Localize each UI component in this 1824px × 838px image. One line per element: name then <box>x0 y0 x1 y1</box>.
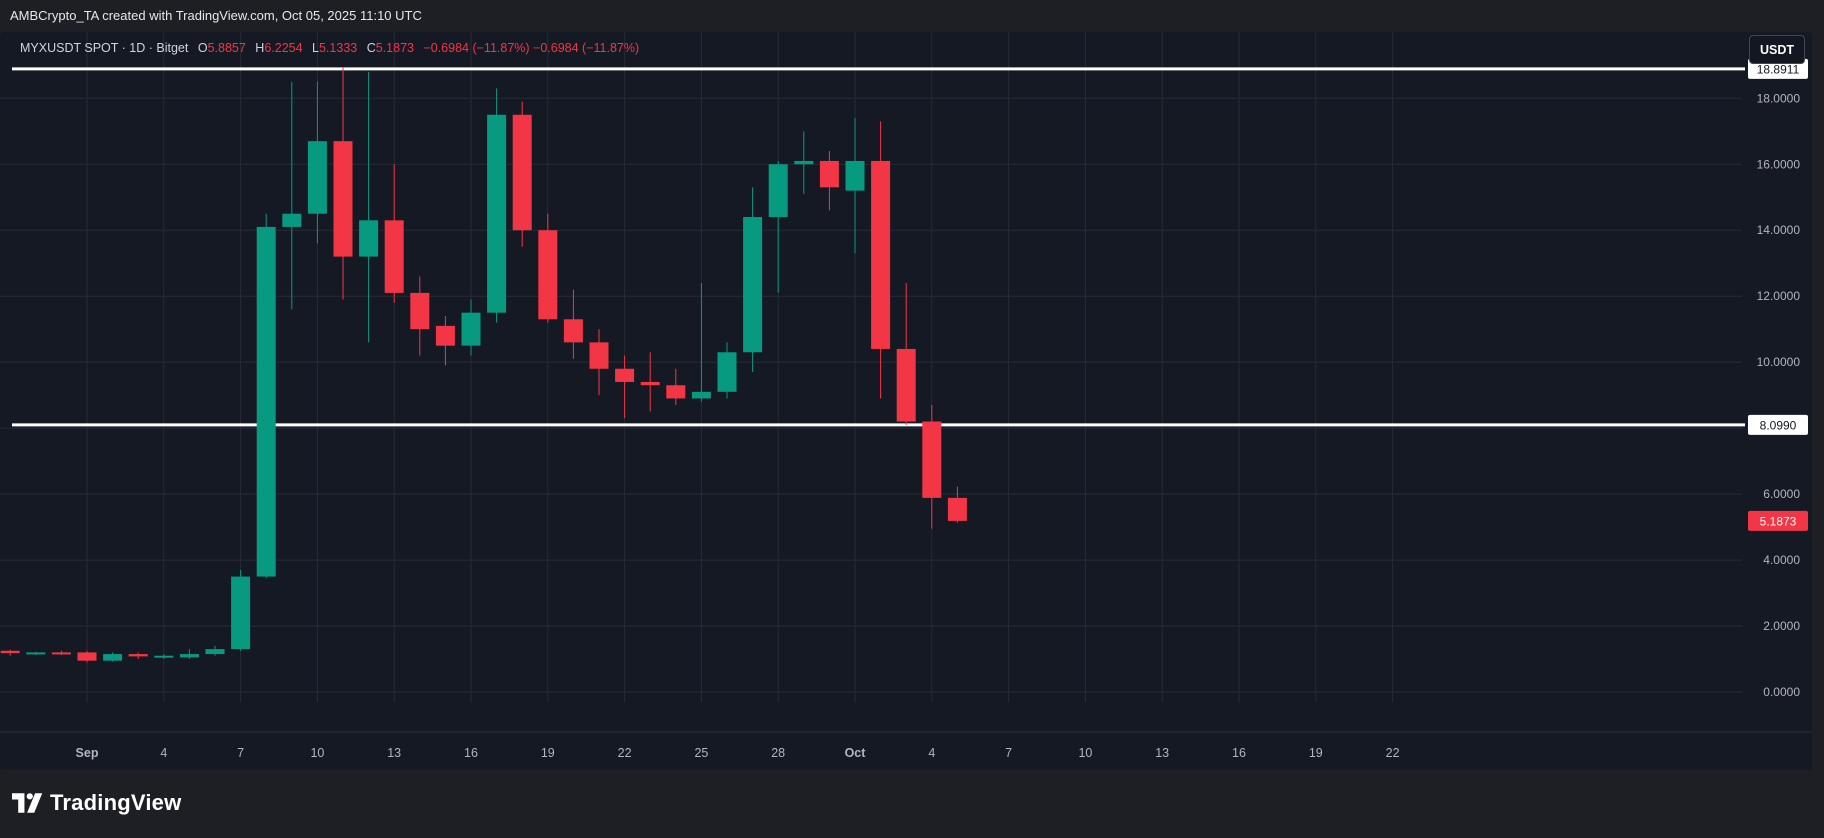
candle-body <box>743 217 763 353</box>
candle-body <box>77 652 97 661</box>
low-label: L <box>312 41 319 55</box>
candle-body <box>615 368 635 382</box>
candle-body <box>512 114 532 231</box>
candle-body <box>410 292 430 330</box>
candle-body <box>359 220 379 257</box>
x-tick-label: 13 <box>1155 746 1169 760</box>
x-tick-label: 22 <box>1386 746 1400 760</box>
candle-body <box>103 654 123 661</box>
x-tick-label: 19 <box>1309 746 1323 760</box>
candle-body <box>794 160 814 165</box>
candle-body <box>563 319 583 343</box>
y-tick-label: 0.0000 <box>1763 685 1800 699</box>
candle-body <box>819 160 839 188</box>
level-label: 8.0990 <box>1760 418 1797 432</box>
low-value: 5.1333 <box>318 41 358 55</box>
change-value: −0.6984 (−11.87%) −0.6984 (−11.87%) <box>423 41 640 55</box>
currency-button[interactable]: USDT <box>1749 35 1805 64</box>
x-tick-label: 4 <box>928 746 935 760</box>
candle-body <box>871 160 891 349</box>
x-tick-label: 28 <box>771 746 785 760</box>
candle-body <box>26 652 46 655</box>
candle-body <box>538 230 558 320</box>
candle-body <box>845 160 865 191</box>
x-tick-label: 16 <box>464 746 478 760</box>
last-price-label: 5.1873 <box>1760 514 1797 528</box>
y-tick-label: 14.0000 <box>1757 223 1801 237</box>
symbol-name: MYXUSDT SPOT · 1D · Bitget <box>20 41 189 55</box>
symbol-legend: MYXUSDT SPOT · 1D · Bitget O5.8857 H6.22… <box>20 41 639 55</box>
y-tick-label: 12.0000 <box>1757 289 1801 303</box>
open-value: 5.8857 <box>207 41 246 55</box>
level-label-box <box>1748 414 1808 435</box>
tradingview-logo-icon <box>12 793 43 813</box>
x-tick-label: 7 <box>1005 746 1012 760</box>
candle-body <box>435 325 455 346</box>
candle-body <box>487 114 507 313</box>
candle-body <box>589 342 609 369</box>
candle-body <box>282 213 302 227</box>
x-tick-label: 13 <box>387 746 401 760</box>
candle-body <box>51 652 71 655</box>
x-tick-label: 10 <box>310 746 324 760</box>
candle-body <box>128 654 148 657</box>
brand-name: TradingView <box>50 790 182 815</box>
y-tick-label: 10.0000 <box>1757 355 1801 369</box>
candle-body <box>768 164 788 218</box>
x-tick-label: Sep <box>76 746 99 760</box>
candle-body <box>691 391 711 399</box>
axes: 0.00002.00004.00006.00008.000010.000012.… <box>0 58 1812 760</box>
x-tick-label: 10 <box>1078 746 1092 760</box>
candle-body <box>384 220 404 293</box>
candle-body <box>896 348 916 422</box>
x-tick-label: 7 <box>237 746 244 760</box>
candle-body <box>666 385 686 399</box>
x-tick-label: 25 <box>694 746 708 760</box>
last-price-box <box>1748 510 1808 531</box>
y-tick-label: 2.0000 <box>1763 619 1800 633</box>
chart-frame[interactable]: 0.00002.00004.00006.00008.000010.000012.… <box>0 32 1812 770</box>
open-label: O <box>197 41 208 55</box>
candlestick-chart[interactable]: 0.00002.00004.00006.00008.000010.000012.… <box>0 32 1812 770</box>
x-tick-label: 4 <box>160 746 167 760</box>
y-tick-label: 6.0000 <box>1763 487 1800 501</box>
x-tick-label: 19 <box>541 746 555 760</box>
level-label: 18.8911 <box>1757 62 1800 76</box>
candle-body <box>922 421 942 498</box>
candle-body <box>333 141 353 257</box>
y-tick-label: 16.0000 <box>1757 157 1801 171</box>
candles <box>0 66 967 663</box>
y-tick-label: 4.0000 <box>1763 553 1800 567</box>
candle-body <box>179 654 199 658</box>
candle-body <box>154 655 174 658</box>
chart-caption: AMBCrypto_TA created with TradingView.co… <box>10 8 422 23</box>
high-label: H <box>255 41 265 55</box>
candle-body <box>307 141 327 214</box>
y-tick-label: 18.0000 <box>1757 91 1801 105</box>
candle-body <box>205 649 225 655</box>
candle-body <box>640 381 660 386</box>
high-value: 6.2254 <box>264 41 303 55</box>
candle-body <box>947 497 967 521</box>
candle-body <box>256 226 276 577</box>
candle-body <box>231 576 251 650</box>
close-value: 5.1873 <box>375 41 414 55</box>
close-label: C <box>366 41 376 55</box>
tradingview-logo: TradingView <box>12 790 181 816</box>
candle-body <box>717 352 737 392</box>
horizontal-levels <box>12 67 1745 427</box>
candle-body <box>0 650 20 654</box>
x-tick-label: Oct <box>845 746 867 760</box>
x-tick-label: 22 <box>618 746 632 760</box>
x-tick-label: 16 <box>1232 746 1246 760</box>
candle-body <box>461 312 481 346</box>
